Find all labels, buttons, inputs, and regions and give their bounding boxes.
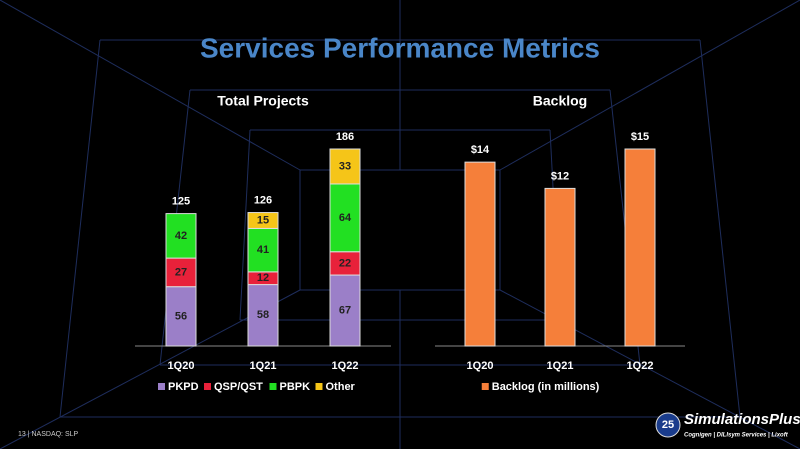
x-tick-label: 1Q21 xyxy=(547,360,574,372)
data-label: 33 xyxy=(339,160,351,172)
x-tick-label: 1Q22 xyxy=(332,360,359,372)
bar xyxy=(329,183,361,253)
x-tick-label: 1Q21 xyxy=(250,360,277,372)
legend-label: Backlog (in millions) xyxy=(492,381,600,393)
logo-divisions: Cognigen | DILIsym Services | Lixoft xyxy=(684,433,789,439)
legend-swatch xyxy=(158,383,165,390)
legend-label: PBPK xyxy=(280,381,311,393)
bar xyxy=(464,161,496,347)
logo-badge-text: 25 xyxy=(662,419,674,431)
bar xyxy=(624,148,656,347)
bar xyxy=(247,227,279,273)
data-label: 56 xyxy=(175,310,187,322)
data-label: $14 xyxy=(471,144,490,156)
legend-label: PKPD xyxy=(168,381,199,393)
data-label: 22 xyxy=(339,257,351,269)
data-label: 15 xyxy=(257,214,269,226)
legend-swatch xyxy=(481,383,489,390)
bar xyxy=(329,148,361,185)
bar xyxy=(165,213,197,259)
chart-title: Total Projects xyxy=(217,93,309,109)
data-label: 27 xyxy=(175,266,187,278)
data-label: $12 xyxy=(551,170,569,182)
legend-swatch xyxy=(315,383,323,390)
x-tick-label: 1Q22 xyxy=(627,360,654,372)
total-label: 125 xyxy=(172,196,190,208)
x-tick-label: 1Q20 xyxy=(467,360,494,372)
data-label: 64 xyxy=(339,212,352,224)
total-label: 126 xyxy=(254,194,272,206)
x-tick-label: 1Q20 xyxy=(168,360,195,372)
data-label: $15 xyxy=(631,131,649,143)
data-label: 41 xyxy=(257,244,269,256)
logo-name: SimulationsPlus xyxy=(684,411,800,428)
data-label: 12 xyxy=(257,272,269,284)
data-label: 42 xyxy=(175,230,187,242)
total-label: 186 xyxy=(336,131,354,143)
logo-badge xyxy=(655,412,681,438)
legend-swatch xyxy=(204,383,211,390)
data-label: 67 xyxy=(339,304,351,316)
bar xyxy=(544,187,576,347)
chart-title: Backlog xyxy=(533,93,587,109)
bar xyxy=(247,212,279,229)
footer: 13 | NASDAQ: SLP xyxy=(18,431,79,438)
logo: 25 SimulationsPlus Cognigen | DILIsym Se… xyxy=(655,411,800,439)
slide-title: Services Performance Metrics xyxy=(200,32,600,63)
legend-swatch xyxy=(269,383,277,390)
legend-label: QSP/QST xyxy=(214,381,263,393)
data-label: 58 xyxy=(257,309,269,321)
legend-label: Other xyxy=(326,381,356,393)
